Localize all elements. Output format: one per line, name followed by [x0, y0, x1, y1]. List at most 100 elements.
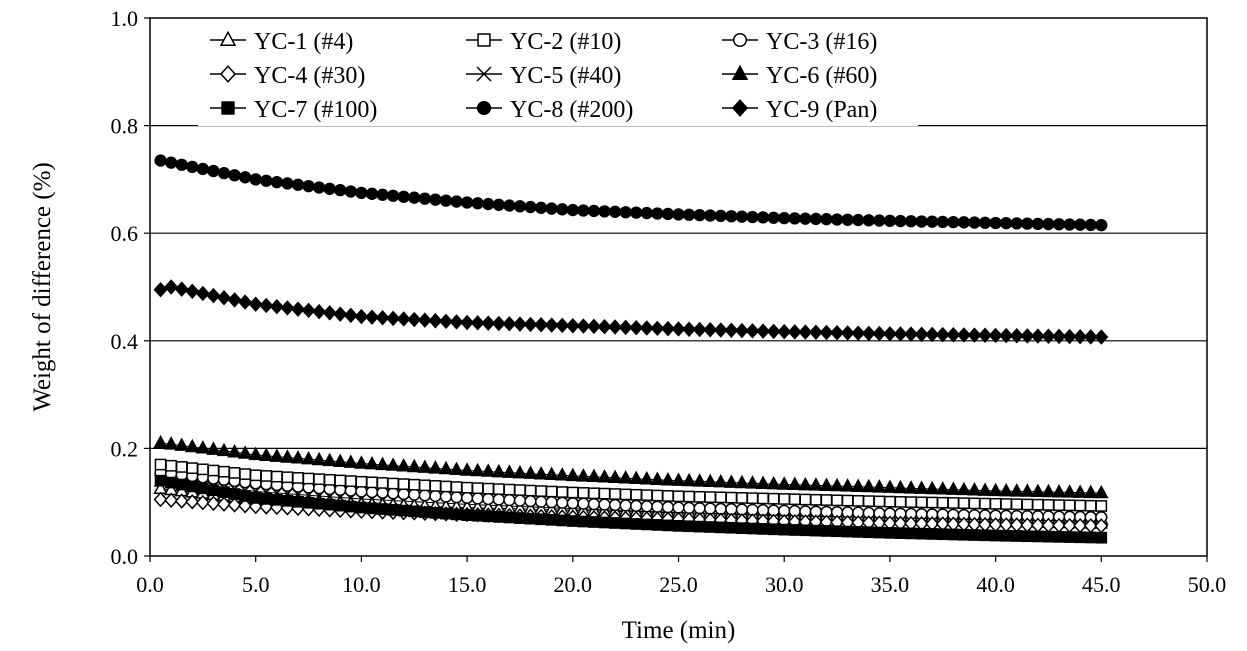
x-tick-label: 40.0 — [976, 572, 1015, 597]
data-point — [662, 490, 674, 502]
data-point — [439, 490, 453, 503]
data-point — [734, 474, 750, 489]
data-point — [477, 33, 491, 47]
data-point — [1010, 530, 1023, 542]
data-point — [206, 287, 221, 304]
data-point — [492, 483, 505, 495]
data-point — [745, 475, 760, 489]
data-point — [640, 518, 653, 531]
data-point — [334, 474, 347, 487]
data-point — [1074, 218, 1087, 231]
data-point — [630, 206, 643, 219]
data-point — [323, 182, 336, 195]
y-tick-label: 0.0 — [111, 544, 139, 569]
data-point — [588, 516, 600, 528]
data-point — [1000, 529, 1013, 542]
data-point — [428, 313, 443, 329]
data-point — [535, 485, 547, 497]
data-point — [153, 434, 168, 449]
data-point — [926, 496, 939, 509]
data-point — [545, 485, 558, 498]
legend-label: YC-2 (#10) — [510, 29, 621, 55]
data-point — [417, 459, 433, 473]
data-point — [1052, 218, 1066, 231]
data-point — [450, 508, 463, 521]
data-point — [704, 521, 717, 533]
data-point — [588, 487, 600, 500]
data-point — [682, 321, 697, 337]
data-point — [249, 173, 262, 186]
data-point — [290, 301, 305, 317]
data-point — [1074, 531, 1087, 544]
data-point — [831, 494, 843, 507]
data-point — [650, 320, 665, 337]
data-point — [418, 489, 431, 502]
data-point — [164, 156, 178, 169]
data-point — [693, 490, 706, 503]
data-point — [396, 458, 411, 472]
data-point — [1073, 328, 1088, 345]
data-point — [776, 476, 792, 490]
data-point — [175, 461, 188, 473]
data-point — [438, 313, 453, 330]
data-point — [736, 492, 748, 504]
data-point — [219, 30, 237, 46]
data-point — [702, 473, 718, 488]
data-point — [218, 486, 230, 499]
data-point — [810, 524, 822, 537]
data-point — [924, 480, 940, 495]
data-point — [598, 487, 611, 500]
data-point — [608, 498, 622, 512]
data-point — [905, 496, 917, 508]
data-point — [683, 490, 695, 503]
data-point — [732, 32, 748, 48]
data-point — [576, 468, 591, 482]
data-point — [364, 309, 379, 325]
data-point — [862, 526, 875, 539]
data-point — [1031, 217, 1045, 230]
data-point — [640, 206, 653, 220]
data-point — [165, 476, 177, 489]
data-point — [683, 520, 695, 533]
data-point — [915, 215, 928, 228]
data-point — [1083, 484, 1098, 499]
data-point — [513, 494, 527, 507]
data-point — [746, 492, 759, 505]
data-point — [154, 474, 167, 487]
data-point — [682, 501, 696, 515]
data-point — [597, 469, 612, 483]
data-point — [672, 520, 685, 532]
data-point — [302, 472, 315, 485]
data-point — [195, 494, 210, 511]
data-point — [323, 498, 336, 511]
data-point — [819, 477, 834, 491]
data-point — [767, 211, 780, 224]
data-point — [322, 452, 337, 467]
data-point — [883, 214, 897, 227]
data-point — [607, 469, 623, 484]
data-point — [186, 160, 199, 173]
data-point — [808, 477, 824, 491]
data-point — [926, 215, 939, 228]
data-point — [227, 292, 242, 308]
data-point — [556, 203, 569, 216]
data-point — [290, 450, 306, 464]
data-point — [503, 483, 516, 496]
data-point — [935, 326, 950, 343]
data-point — [798, 476, 813, 491]
data-point — [799, 493, 812, 506]
data-point — [408, 505, 421, 518]
data-point — [1062, 328, 1077, 345]
data-point — [482, 197, 495, 211]
x-tick-label: 25.0 — [659, 572, 698, 597]
data-point — [292, 472, 304, 484]
data-point — [978, 216, 992, 229]
data-point — [471, 197, 484, 210]
data-point — [207, 464, 220, 477]
data-point — [926, 528, 939, 540]
data-point — [904, 215, 918, 228]
data-point — [873, 214, 886, 227]
legend-item: YC-3 (#16) — [722, 29, 877, 55]
legend-item: YC-4 (#30) — [210, 63, 365, 89]
data-point — [219, 65, 237, 83]
